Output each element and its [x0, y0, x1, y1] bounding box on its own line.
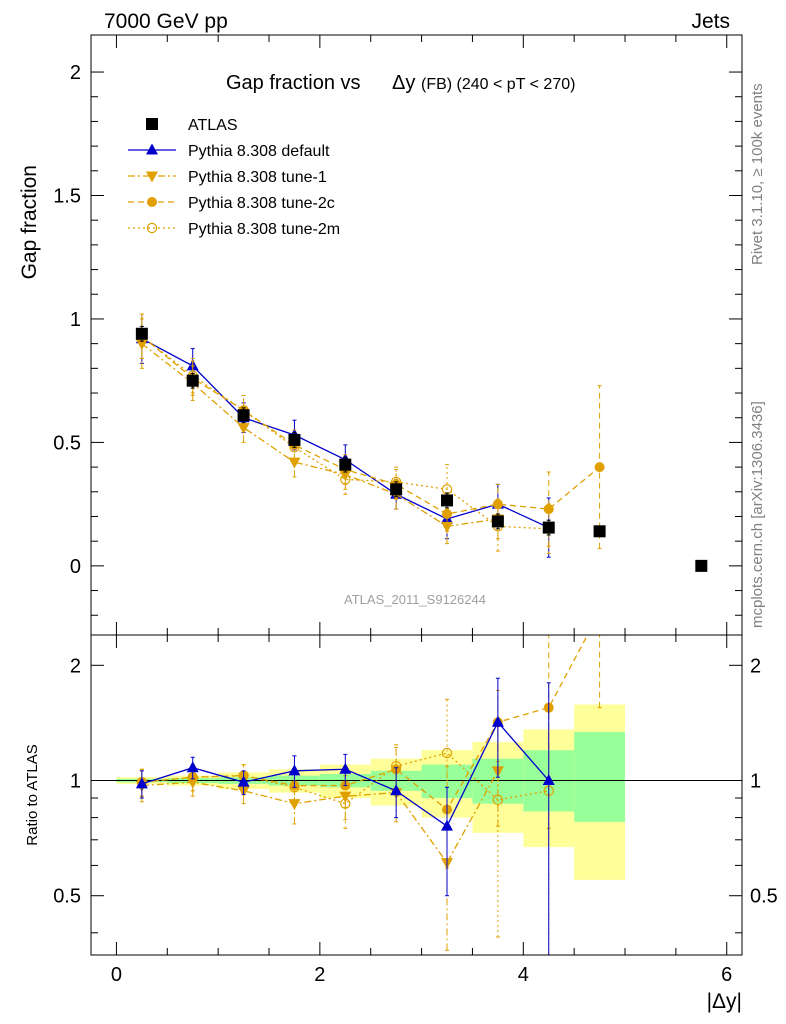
ratio-series-pythia-8-308-default — [135, 677, 555, 955]
data-point — [491, 515, 504, 528]
legend-label: Pythia 8.308 tune-2c — [188, 195, 335, 212]
header-right: Jets — [691, 10, 730, 33]
title-sub: (FB) (240 < pT < 270) — [421, 76, 575, 93]
ratio-data-point — [491, 715, 504, 727]
data-point — [594, 462, 605, 473]
ratio-data-point — [441, 747, 453, 759]
mcplots-label: mcplots.cern.ch [arXiv:1306.3436] — [749, 401, 766, 628]
data-point — [339, 458, 352, 471]
data-point — [237, 423, 250, 435]
legend-label: ATLAS — [188, 117, 238, 134]
rivet-label: Rivet 3.1.10, ≥ 100k events — [749, 83, 766, 265]
ratio-data-point — [542, 774, 555, 786]
legend-label: Pythia 8.308 default — [188, 143, 330, 160]
ratio-y-tick-label: 2 — [70, 655, 81, 677]
header-left: 7000 GeV pp — [104, 10, 228, 33]
ratio-y-tick-label-right: 0.5 — [750, 886, 778, 908]
data-point — [593, 525, 606, 538]
title-main: Gap fraction vs — [226, 72, 361, 94]
stat-band — [574, 731, 626, 822]
ratio-data-point — [492, 794, 504, 806]
ratio-frame — [90, 634, 743, 956]
data-point — [135, 327, 148, 340]
series-line — [141, 335, 549, 530]
series-line — [141, 335, 601, 515]
data-point — [186, 374, 199, 387]
ratio-y-axis-label: Ratio to ATLAS — [24, 744, 41, 845]
legend-marker — [146, 118, 158, 130]
series-line — [141, 343, 498, 528]
ratio-data-point — [237, 775, 250, 787]
series-atlas — [135, 325, 708, 572]
ratio-data-point — [186, 761, 199, 773]
legend-marker — [146, 222, 158, 234]
ratio-y-tick-label: 0.5 — [53, 886, 81, 908]
x-tick-label: 0 — [111, 964, 122, 986]
data-point — [543, 504, 554, 515]
ratio-series-line — [141, 635, 589, 811]
data-point — [340, 474, 351, 485]
main-y-tick-label: 1.5 — [53, 185, 81, 207]
ratio-series-line — [141, 770, 499, 864]
ratio-data-point — [595, 607, 605, 617]
ratio-data-point — [390, 784, 403, 796]
ratio-data — [135, 607, 605, 955]
legend-label: Pythia 8.308 tune-1 — [188, 169, 327, 186]
x-tick-label: 6 — [721, 964, 732, 986]
ratio-data-point — [340, 798, 351, 809]
ratio-y-tick-label-right: 2 — [750, 655, 761, 677]
legend: ATLAS Pythia 8.308 default Pythia 8.308 tu… — [128, 117, 340, 238]
analysis-watermark: ATLAS_2011_S9126244 — [344, 592, 486, 607]
x-tick-label: 4 — [518, 964, 529, 986]
series-line — [141, 338, 550, 529]
series-pythia-8-308-tune-2m — [136, 313, 554, 555]
legend-marker — [146, 171, 158, 183]
ratio-data-point — [441, 819, 454, 831]
data-point — [237, 409, 250, 422]
ratio-data-point — [135, 777, 148, 789]
series-pythia-8-308-tune-2c — [136, 313, 605, 550]
data-point — [542, 521, 555, 534]
main-y-tick-label: 0.5 — [53, 432, 81, 454]
data-point — [288, 457, 301, 469]
main-y-tick-label: 1 — [70, 309, 81, 331]
main-panel: 0 0.5 1 1.5 2 — [53, 35, 742, 635]
ratio-panel: 0.5 0.5 1 1 2 2 0 2 4 6 — [53, 607, 778, 986]
main-title: Gap fraction vs Δy (FB) (240 < pT < 270) — [226, 72, 575, 94]
ratio-y-tick-label: 1 — [70, 771, 81, 793]
ratio-y-tick-label-right: 1 — [750, 771, 761, 793]
main-y-tick-label: 2 — [70, 62, 81, 84]
x-axis-label: |Δy| — [707, 990, 742, 1013]
title-delta: Δy — [392, 72, 415, 94]
ratio-data-point — [288, 764, 301, 776]
main-y-axis-label: Gap fraction — [18, 165, 41, 279]
legend-marker — [147, 197, 157, 207]
x-tick-label: 2 — [314, 964, 325, 986]
data-point — [441, 494, 454, 507]
legend-marker — [146, 143, 158, 155]
legend-label: Pythia 8.308 tune-2m — [188, 221, 340, 238]
ratio-data-point — [339, 762, 352, 774]
data-point — [288, 433, 301, 446]
main-data — [135, 313, 708, 572]
data-point — [695, 559, 708, 572]
data-point — [390, 483, 403, 496]
main-y-tick-label: 0 — [70, 556, 81, 578]
